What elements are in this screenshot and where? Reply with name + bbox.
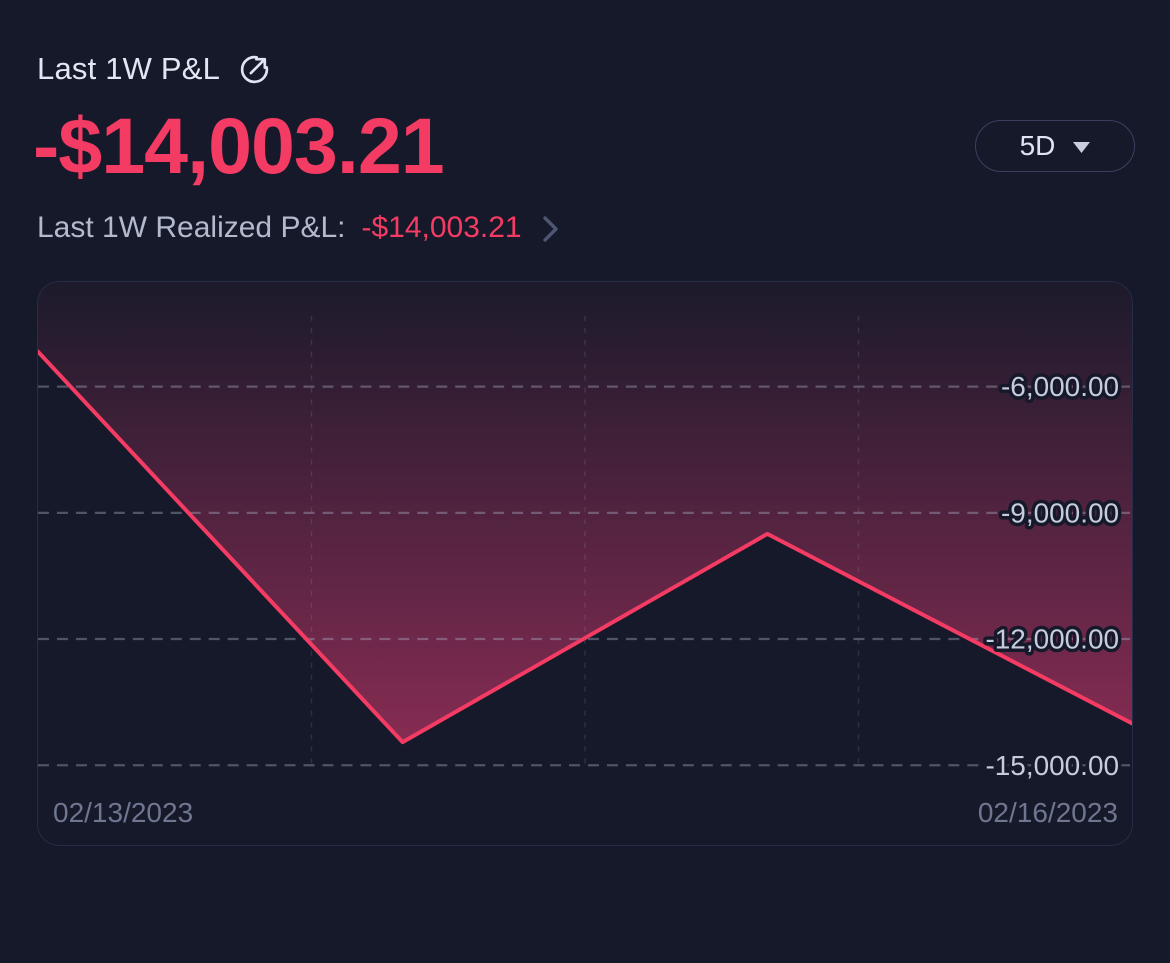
- value-row: -$14,003.21 5D: [33, 103, 1135, 188]
- realized-pnl-label: Last 1W Realized P&L:: [37, 210, 346, 244]
- page-title: Last 1W P&L: [37, 50, 221, 86]
- x-axis-label-end: 02/16/2023: [977, 797, 1118, 829]
- pnl-value: -$14,003.21: [33, 101, 445, 190]
- chart-area-fill: [38, 282, 1132, 743]
- y-tick-label: -12,000.00: [985, 624, 1119, 655]
- period-dropdown[interactable]: 5D: [975, 119, 1135, 172]
- chevron-down-icon: [1073, 141, 1091, 153]
- pnl-chart: -6,000.00 -9,000.00 -12,000.00 -15,000.00 0…: [37, 281, 1133, 847]
- y-tick-label: -9,000.00: [1001, 498, 1119, 529]
- period-selected-label: 5D: [1019, 129, 1056, 161]
- pnl-widget: Last 1W P&L -$14,003.21 5D Last 1W Reali…: [0, 50, 1170, 847]
- external-link-icon[interactable]: [237, 52, 272, 87]
- pnl-line-series: [38, 350, 1132, 745]
- y-tick-label: -6,000.00: [1001, 371, 1119, 402]
- realized-pnl-value: -$14,003.21: [361, 210, 522, 244]
- x-axis-label-start: 02/13/2023: [53, 797, 194, 829]
- widget-header: Last 1W P&L: [37, 50, 1133, 87]
- y-tick-label: -15,000.00: [985, 750, 1119, 781]
- chevron-right-icon: [542, 213, 559, 245]
- realized-pnl-row[interactable]: Last 1W Realized P&L: -$14,003.21: [37, 210, 1133, 245]
- chart-plot-area[interactable]: -6,000.00 -9,000.00 -12,000.00 -15,000.00: [38, 282, 1132, 845]
